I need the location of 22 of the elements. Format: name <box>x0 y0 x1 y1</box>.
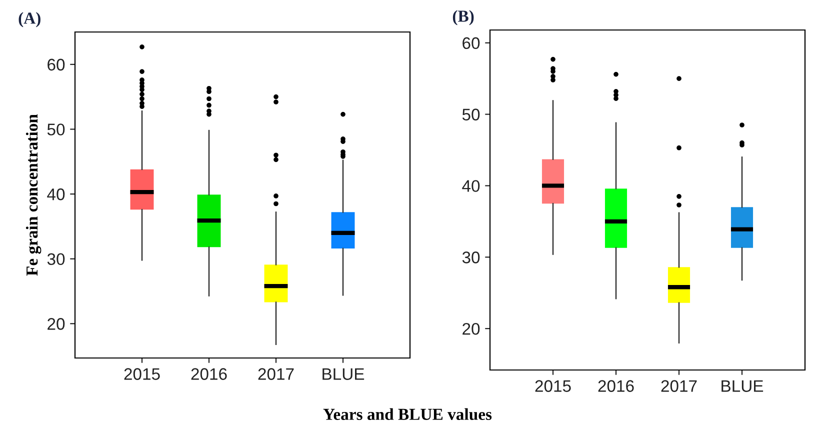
x-tick-label: 2015 <box>535 380 571 392</box>
x-tick-label: 2017 <box>258 368 294 380</box>
y-tick-label: 30 <box>47 253 65 266</box>
x-axis-title: Years and BLUE values <box>323 408 492 420</box>
y-tick-label: 50 <box>47 124 65 136</box>
y-tick-label: 50 <box>462 108 480 120</box>
x-tick-label: 2017 <box>661 380 697 392</box>
x-tick-label: BLUE <box>322 368 364 380</box>
y-axis-title: Fe grain concentration <box>26 114 42 276</box>
y-tick-label: 20 <box>48 318 65 330</box>
x-tick-label: 2016 <box>598 380 634 392</box>
x-tick-label: BLUE <box>722 380 764 392</box>
chart-title: (A) <box>18 12 40 28</box>
chart-title: (B) <box>452 10 474 26</box>
y-tick-label: 60 <box>462 37 480 50</box>
y-tick-label: 40 <box>462 180 480 192</box>
y-tick-label: 30 <box>462 252 480 264</box>
y-tick-label: 40 <box>47 188 65 200</box>
x-tick-label: 2015 <box>124 368 160 380</box>
x-tick-label: 2016 <box>191 368 227 380</box>
y-tick-label: 60 <box>48 58 65 71</box>
y-tick-label: 20 <box>462 322 480 335</box>
